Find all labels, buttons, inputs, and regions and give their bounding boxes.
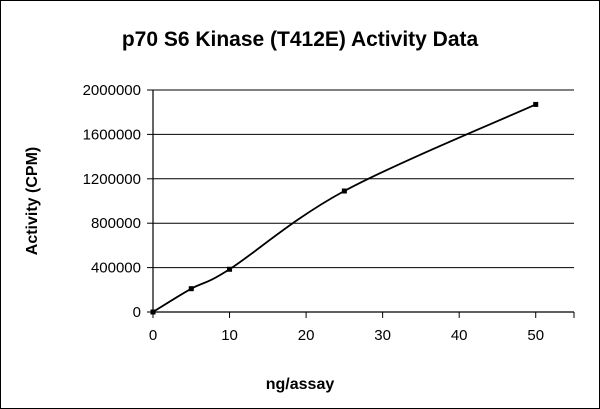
x-tick-label: 50 xyxy=(527,327,544,344)
y-tick-label: 1200000 xyxy=(83,171,141,188)
x-axis-label: ng/assay xyxy=(266,376,335,393)
y-tick-label: 2000000 xyxy=(83,82,141,99)
x-tick-label: 0 xyxy=(149,327,157,344)
chart-title: p70 S6 Kinase (T412E) Activity Data xyxy=(122,28,479,51)
data-point xyxy=(227,266,233,272)
tick-labels: 0 400000 800000 1200000 1600000 2000000 0 10 20 3… xyxy=(83,82,544,344)
axes xyxy=(147,89,575,318)
series-line xyxy=(152,103,537,313)
x-tick-label: 40 xyxy=(451,327,468,344)
y-tick-label: 800000 xyxy=(91,215,141,232)
data-point xyxy=(188,286,194,292)
data-point xyxy=(533,101,539,107)
data-point xyxy=(341,188,347,194)
y-axis-label: Activity (CPM) xyxy=(24,147,41,255)
data-point xyxy=(150,309,156,315)
x-tick-label: 30 xyxy=(374,327,391,344)
y-tick-label: 1600000 xyxy=(83,126,141,143)
x-tick-label: 20 xyxy=(298,327,315,344)
series xyxy=(150,101,539,315)
y-tick-label: 400000 xyxy=(91,260,141,277)
y-tick-label: 0 xyxy=(133,304,141,321)
gridlines xyxy=(153,89,574,269)
x-tick-label: 10 xyxy=(221,327,238,344)
